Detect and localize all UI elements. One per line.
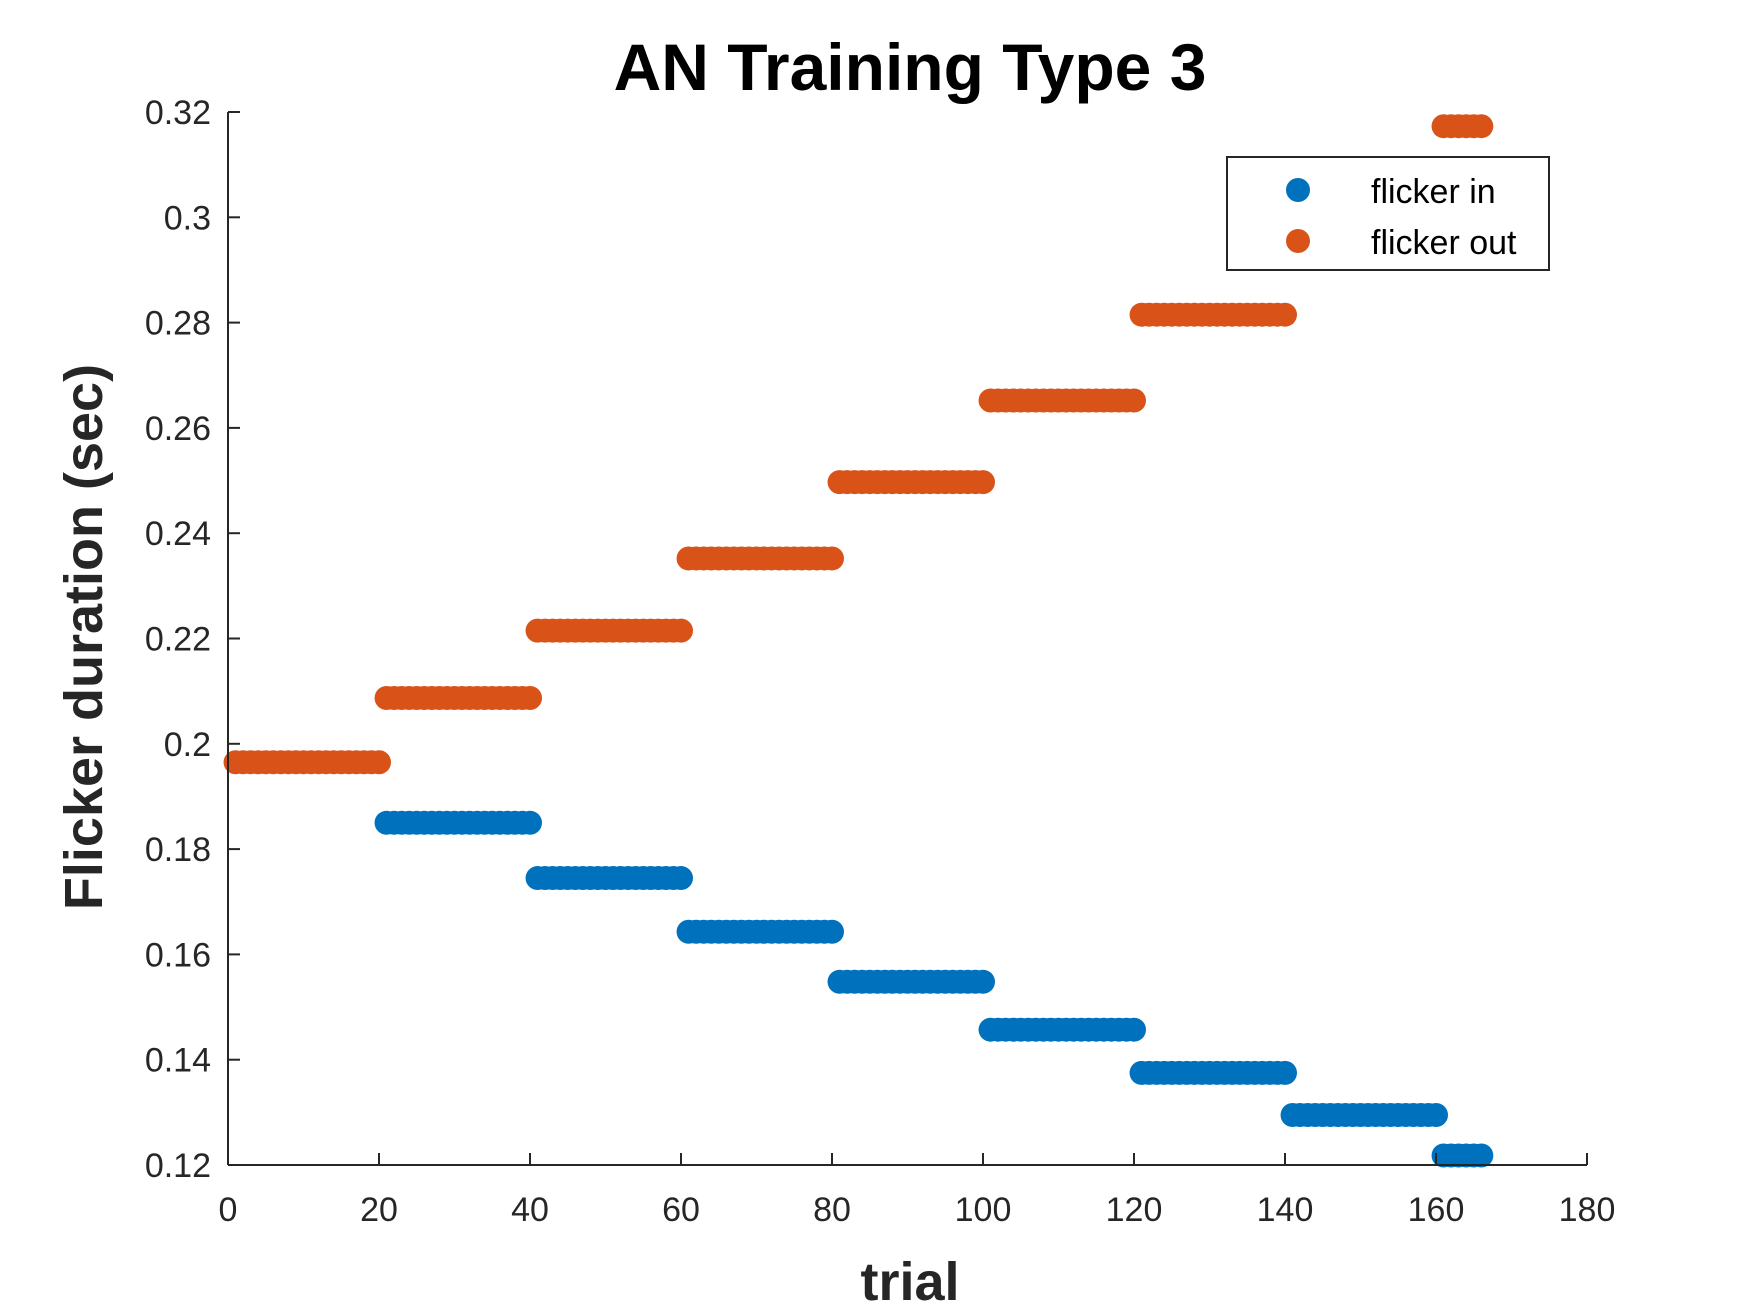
y-tick-label: 0.3	[164, 199, 211, 237]
x-tick-label: 20	[360, 1191, 398, 1229]
y-tick-label: 0.14	[145, 1042, 211, 1080]
data-point	[669, 618, 693, 643]
y-tick-label: 0.2	[164, 726, 211, 764]
series-flicker-in	[374, 810, 1494, 1168]
legend-swatch-flicker-out	[1286, 229, 1310, 253]
legend-box	[1226, 156, 1550, 271]
data-point	[669, 866, 693, 891]
data-point	[1122, 1017, 1146, 1042]
data-point	[1273, 1060, 1297, 1085]
data-point	[518, 685, 542, 710]
chart-title: AN Training Type 3	[614, 30, 1207, 104]
data-point	[1469, 1143, 1494, 1168]
x-tick-label: 0	[219, 1191, 238, 1229]
x-tick-label: 120	[1106, 1191, 1163, 1229]
data-point	[820, 546, 844, 571]
data-point	[367, 750, 391, 775]
series-flicker-out	[223, 114, 1494, 775]
data-point	[820, 919, 844, 944]
axes: 0 20 40 60 80 100 120 140 160 180 0.120.140.160.1…	[145, 94, 1616, 1229]
legend-label-flicker-out: flicker out	[1371, 224, 1517, 262]
data-point	[1273, 302, 1297, 327]
y-tick-label: 0.12	[145, 1147, 211, 1185]
legend: flicker in flicker out	[1226, 156, 1550, 271]
y-tick-label: 0.24	[145, 515, 211, 553]
x-tick-label: 40	[511, 1191, 549, 1229]
data-point	[1122, 388, 1146, 413]
data-point	[1424, 1102, 1448, 1127]
x-tick-label: 60	[662, 1191, 700, 1229]
x-tick-label: 80	[813, 1191, 851, 1229]
data-point	[1469, 114, 1494, 139]
x-axis-title: trial	[860, 1252, 959, 1312]
y-tick-label: 0.16	[145, 936, 211, 974]
data-marks	[223, 114, 1494, 1168]
y-tick-label: 0.32	[145, 94, 211, 132]
legend-swatch-flicker-in	[1286, 178, 1310, 202]
x-tick-label: 100	[955, 1191, 1012, 1229]
y-tick-label: 0.22	[145, 621, 211, 659]
y-tick-label: 0.26	[145, 410, 211, 448]
y-axis-title: Flicker duration (sec)	[54, 364, 114, 910]
y-ticks: 0.12 0.14 0.16 0.18 0.2 0.22 0.24 0.26 0.28 0.3 0.…	[145, 94, 240, 1185]
legend-label-flicker-in: flicker in	[1371, 173, 1496, 211]
data-point	[971, 470, 995, 495]
data-point	[518, 810, 542, 835]
x-ticks: 0 20 40 60 80 100 120 140 160 180	[219, 1153, 1616, 1229]
x-tick-label: 160	[1408, 1191, 1465, 1229]
y-tick-label: 0.18	[145, 831, 211, 869]
x-tick-label: 140	[1257, 1191, 1314, 1229]
data-point	[971, 969, 995, 994]
x-tick-label: 180	[1559, 1191, 1616, 1229]
y-tick-label: 0.28	[145, 305, 211, 343]
